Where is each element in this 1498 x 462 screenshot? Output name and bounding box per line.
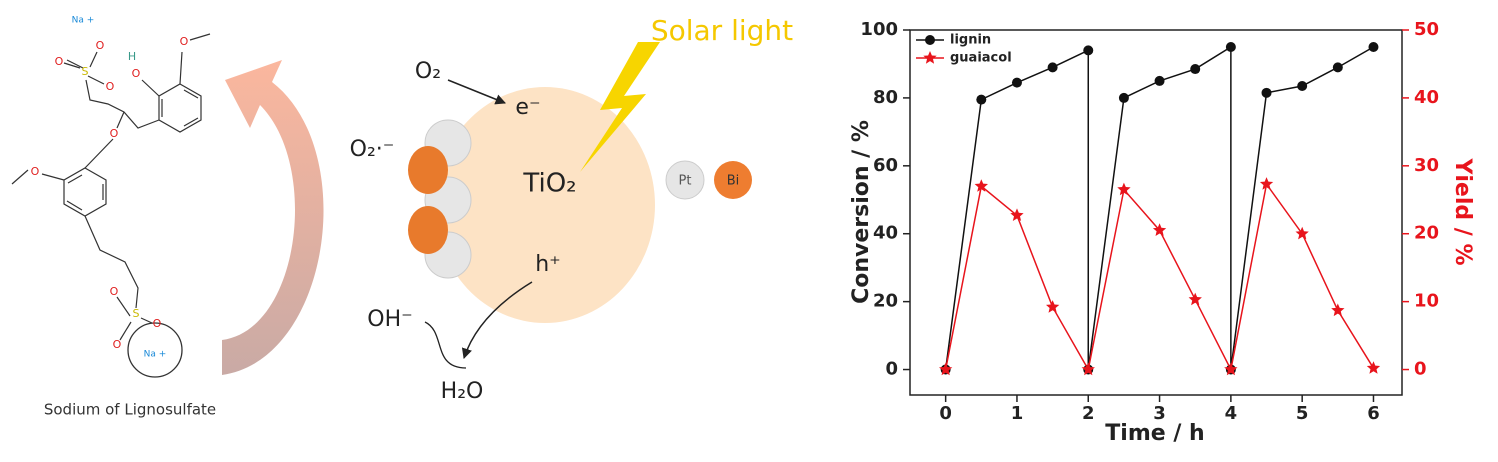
circle-marker (1154, 75, 1165, 86)
star-marker (974, 179, 988, 192)
atom: O (132, 67, 141, 80)
hydroxide-label: OH⁻ (367, 307, 412, 332)
y2-tick-label: 30 (1414, 155, 1439, 176)
y2-tick-label: 0 (1414, 359, 1427, 380)
x-axis-label: Time / h (1105, 421, 1204, 446)
y2-tick-label: 10 (1414, 291, 1439, 312)
arrow (447, 79, 506, 105)
circle-marker (1332, 62, 1343, 73)
o2-label: O₂ (415, 59, 441, 84)
circle-marker (1190, 64, 1201, 75)
legend-label: guaiacol (950, 51, 1012, 66)
y2-axis-label: Yield / % (1450, 157, 1475, 265)
atom: Na + (72, 16, 95, 26)
star-marker (1295, 226, 1309, 240)
ion-circle (127, 322, 183, 378)
atom: O (153, 317, 162, 330)
circle-marker (1297, 81, 1308, 92)
bi-particle (408, 146, 448, 194)
cycle-arrow (222, 60, 324, 375)
atom: S (82, 65, 89, 78)
x-tick-label: 2 (1082, 403, 1095, 424)
star-marker (1331, 303, 1345, 317)
arrow (461, 281, 533, 359)
x-tick-label: 3 (1153, 403, 1166, 424)
molecule: Na + O O S O H O O O O S O O O Na + Sodi… (11, 16, 216, 419)
hole-label: h⁺ (535, 252, 561, 277)
solar-label: Solar light (651, 14, 793, 47)
lightning (580, 42, 660, 172)
y-tick-label: 100 (860, 19, 898, 40)
y2-tick-label: 20 (1414, 223, 1439, 244)
series-line (944, 182, 1375, 372)
y2-tick-label: 40 (1414, 87, 1439, 108)
atom: O (31, 165, 40, 178)
star-marker (1224, 362, 1238, 376)
circle-marker (1047, 62, 1058, 73)
x-tick-label: 4 (1225, 403, 1238, 424)
chart: Conversion / % Yield / % Time / h 0 1 2 3 4 5… (849, 19, 1475, 446)
circle-marker (976, 94, 987, 105)
y-tick-label: 80 (873, 87, 898, 108)
caption: Sodium of Lignosulfate (44, 401, 216, 419)
pt-label: Pt (679, 174, 692, 189)
atom: O (180, 35, 189, 48)
atom: O (106, 80, 115, 93)
electron-label: e⁻ (515, 95, 540, 120)
y-axis-label: Conversion / % (849, 120, 874, 304)
star-marker (1117, 182, 1131, 196)
star-marker (939, 362, 953, 376)
y-tick-label: 40 (873, 223, 898, 244)
water-label: H₂O (441, 379, 484, 404)
star-marker (1366, 361, 1381, 374)
circle-marker (1225, 41, 1236, 52)
tio2-label: TiO₂ (522, 169, 576, 199)
atom: H (128, 50, 136, 63)
y-tick-label: 20 (873, 291, 898, 312)
star-marker (1259, 177, 1274, 190)
star-marker (1010, 208, 1024, 221)
atom: S (133, 307, 140, 320)
atom: Na + (144, 350, 167, 360)
star-marker (1152, 223, 1167, 236)
connector (424, 321, 467, 369)
superoxide-label: O₂·⁻ (350, 137, 395, 162)
circle-marker (1261, 87, 1272, 98)
atom: O (113, 338, 122, 351)
x-tick-label: 0 (939, 403, 952, 424)
star-marker (1046, 300, 1060, 313)
bi-label: Bi (727, 174, 740, 189)
legend-label: lignin (950, 33, 991, 48)
atom: O (55, 55, 64, 68)
x-tick-label: 1 (1011, 403, 1024, 424)
pt-legend (665, 160, 705, 200)
y-tick-label: 60 (873, 155, 898, 176)
circle-marker (1368, 41, 1379, 52)
x-tick-label: 6 (1367, 403, 1380, 424)
bi-particle (408, 206, 448, 254)
legend-marker (925, 35, 935, 45)
x-tick-label: 5 (1296, 403, 1309, 424)
bi-legend (714, 161, 752, 199)
y-tick-label: 0 (885, 359, 898, 380)
series-line (944, 45, 1374, 370)
star-marker (1188, 292, 1202, 306)
circle-marker (1011, 77, 1022, 88)
scheme: Pt Bi Solar light O₂ e⁻ TiO₂ O₂·⁻ h⁺ OH⁻… (350, 14, 794, 404)
atom: O (110, 285, 119, 298)
circle-marker (1118, 92, 1129, 103)
legend-marker (923, 51, 937, 64)
y2-tick-label: 50 (1414, 19, 1439, 40)
star-marker (1081, 362, 1095, 376)
plot-frame (909, 29, 1403, 396)
circle-marker (1083, 45, 1094, 56)
atom: O (110, 127, 119, 140)
atom: O (96, 39, 105, 52)
